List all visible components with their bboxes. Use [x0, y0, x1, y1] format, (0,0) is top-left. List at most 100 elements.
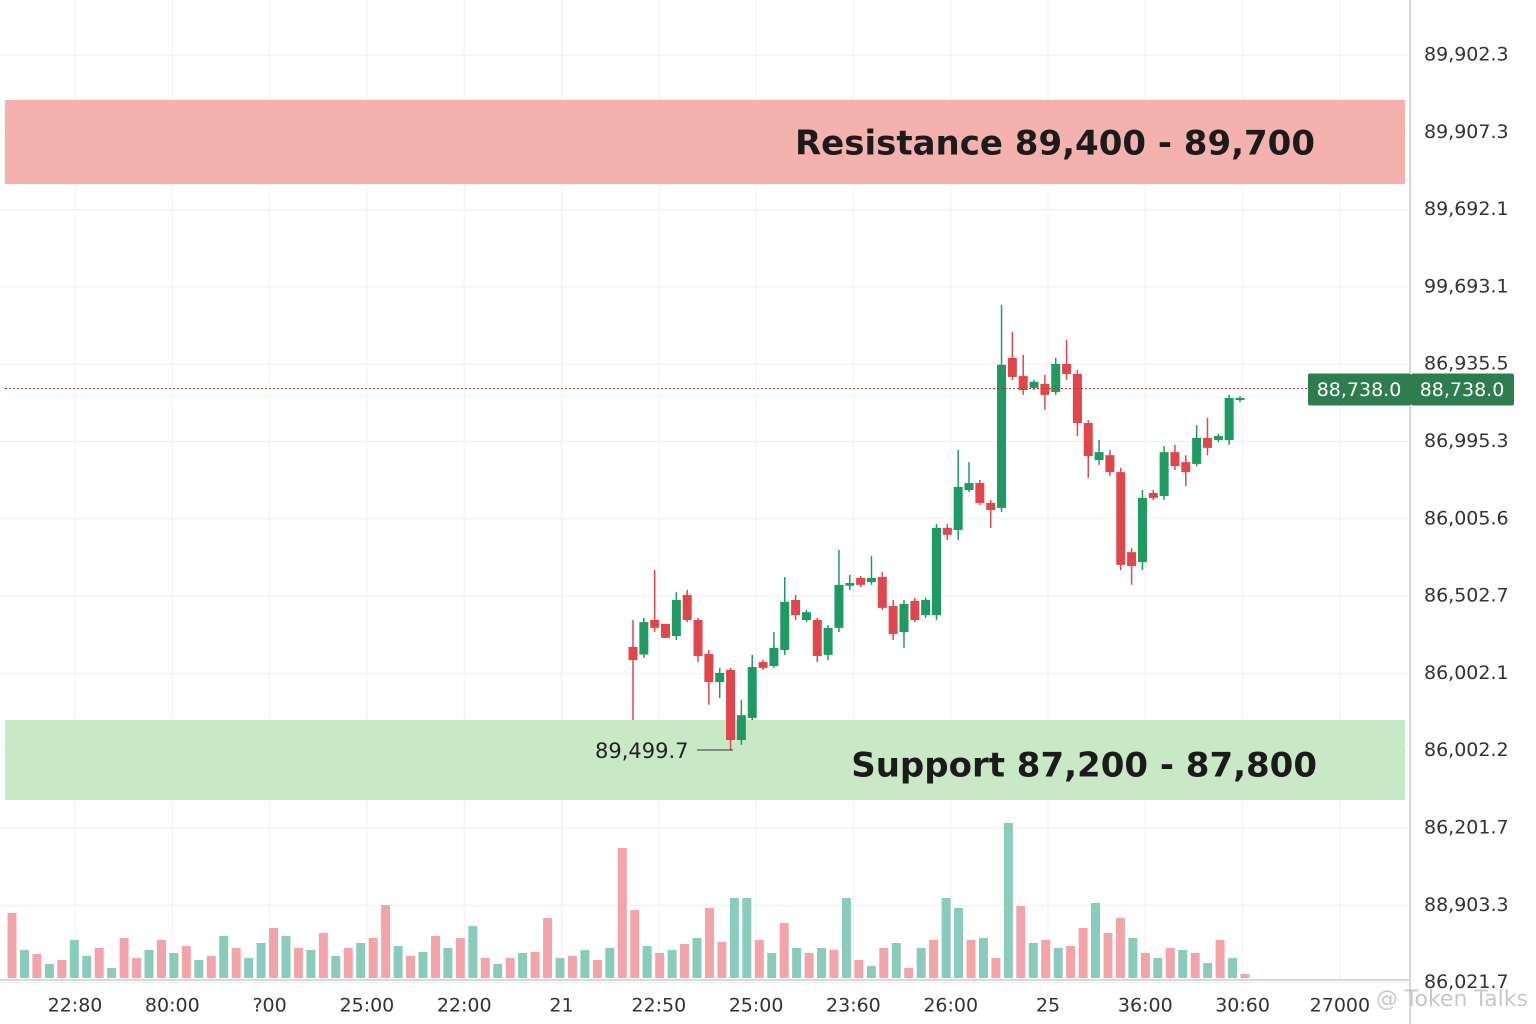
candle-body	[1083, 423, 1093, 457]
volume-bar	[829, 950, 839, 978]
price-badge-plot-label: 88,738.0	[1317, 379, 1402, 401]
volume-bar	[443, 948, 453, 978]
volume-bar	[655, 953, 665, 978]
volume-bar	[916, 948, 926, 978]
volume-bar	[1041, 940, 1051, 978]
volume-bar	[493, 964, 503, 978]
support-label: Support 87,200 - 87,800	[851, 746, 1317, 786]
candle-body	[997, 364, 1007, 508]
candle-body	[715, 673, 725, 683]
volume-bar	[44, 964, 54, 978]
volume-bar	[792, 948, 802, 978]
volume-bar	[580, 950, 590, 978]
price-badge-axis	[1411, 373, 1514, 406]
volume-bar	[555, 958, 565, 978]
candle-body	[845, 583, 855, 586]
candle-body	[1051, 363, 1061, 393]
volume-bar	[231, 948, 241, 978]
y-axis-label: 89,692.1	[1424, 198, 1509, 220]
x-axis-label: ?00	[252, 995, 286, 1017]
volume-bar	[1190, 953, 1200, 978]
volume-bar	[293, 948, 303, 978]
candle-body	[921, 600, 931, 616]
volume-bar	[169, 953, 179, 978]
candles	[628, 304, 1245, 750]
volume-bar	[754, 940, 764, 978]
volume-bar	[904, 968, 914, 978]
candle-body	[1170, 452, 1180, 467]
candle-body	[736, 715, 746, 740]
volume-bar	[194, 960, 204, 978]
volume-bar	[854, 960, 864, 978]
x-axis-label: 80:00	[145, 995, 200, 1017]
volume-bar	[418, 952, 428, 978]
candle-body	[823, 627, 833, 655]
candle-body	[1040, 383, 1050, 395]
axis-labels: 89,902.3 89,907.3 89,692.1 99,693.1 86,935.5…	[48, 44, 1509, 1017]
candle-body	[1018, 376, 1028, 390]
candle-body	[1202, 437, 1212, 448]
volume-bar	[767, 953, 777, 978]
candle-body	[791, 600, 801, 616]
candle-body	[866, 577, 876, 583]
volume-bar	[206, 956, 216, 978]
volume-bar	[642, 946, 652, 978]
candle-body	[942, 527, 952, 535]
candle-body	[801, 612, 811, 620]
y-axis-label: 86,002.1	[1424, 662, 1509, 684]
candle-body	[704, 653, 714, 683]
x-axis-label: 22:50	[631, 995, 686, 1017]
candle-body	[812, 620, 822, 657]
volume-bar	[866, 966, 876, 978]
y-axis-label: 99,693.1	[1424, 275, 1509, 297]
volume-bar	[543, 918, 553, 978]
volume-bar	[381, 905, 391, 978]
price-badge-plot	[1308, 373, 1411, 406]
candle-body	[1181, 462, 1191, 473]
x-axis-label: 23:60	[826, 995, 881, 1017]
volume-bar	[704, 908, 714, 978]
y-axis-label: 86,995.3	[1424, 430, 1509, 452]
y-axis-label: 86,935.5	[1424, 353, 1509, 375]
volume-bar	[617, 848, 627, 978]
candle-body	[758, 662, 768, 668]
volume-bar	[269, 928, 279, 978]
volume-bar	[331, 956, 341, 978]
resistance-zone	[5, 100, 1405, 184]
volume-bar	[368, 938, 378, 978]
candle-body	[877, 576, 887, 608]
volume-bar	[966, 940, 976, 978]
x-axis-label: 27000	[1310, 995, 1370, 1017]
volume-bar	[406, 956, 416, 978]
volume-bar	[817, 948, 827, 978]
volume-bar	[991, 958, 1001, 978]
volume-bar	[306, 950, 316, 978]
volume-bar	[480, 958, 490, 978]
volume-bar	[1128, 938, 1138, 978]
volume-bar	[1066, 946, 1076, 978]
volume-bar	[667, 950, 677, 978]
candle-body	[1094, 452, 1104, 460]
volume-bar	[94, 948, 104, 978]
volume-bar	[954, 908, 964, 978]
y-axis-label: 86,005.6	[1424, 507, 1509, 529]
candle-body	[671, 600, 681, 637]
volume-bar	[119, 938, 129, 978]
volume-bar	[630, 910, 640, 978]
volume-bar	[1003, 823, 1013, 978]
candle-body	[1116, 472, 1126, 565]
candle-body	[986, 503, 996, 510]
candle-body	[1192, 437, 1202, 464]
candle-body	[693, 620, 703, 657]
candle-body	[1213, 436, 1223, 440]
volume	[7, 823, 1250, 978]
y-axis-label: 86,502.7	[1424, 585, 1509, 607]
volume-bar	[530, 952, 540, 978]
candle-body	[661, 623, 671, 638]
volume-bar	[605, 948, 615, 978]
candle-body	[769, 647, 779, 667]
x-axis-label: 25:00	[340, 995, 395, 1017]
volume-bar	[219, 936, 229, 978]
candle-body	[682, 594, 692, 620]
